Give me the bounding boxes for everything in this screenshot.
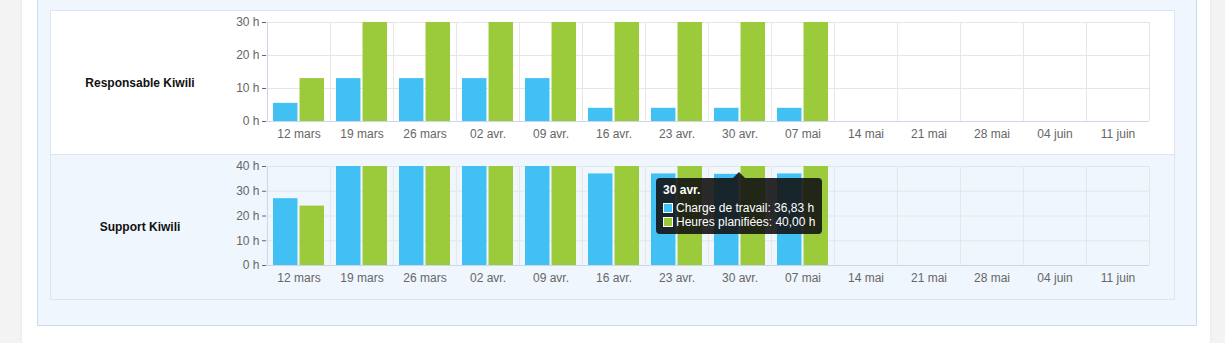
svg-text:16 avr.: 16 avr. [596,127,632,141]
svg-text:02 avr.: 02 avr. [470,127,506,141]
svg-text:23 avr.: 23 avr. [659,127,695,141]
svg-text:09 avr.: 09 avr. [533,271,569,285]
html-text:30 avr.: 30 avr. [663,183,701,197]
svg-text:0 h: 0 h [243,114,260,128]
svg-text:12 mars: 12 mars [277,271,320,285]
html-text:Support Kiwili: Support Kiwili [99,219,181,234]
svg-text:28 mai: 28 mai [974,271,1010,285]
svg-text:10 h: 10 h [236,81,259,95]
svg-text:07 mai: 07 mai [785,127,821,141]
svg-text:23 avr.: 23 avr. [659,271,695,285]
svg-text:10 h: 10 h [236,234,259,248]
svg-text:20 h: 20 h [236,209,259,223]
svg-text:20 h: 20 h [236,48,259,62]
html-text:Charge de travail: 36,83 h: Charge de travail: 36,83 h [676,201,815,215]
svg-text:04 juin: 04 juin [1037,127,1072,141]
svg-text:02 avr.: 02 avr. [470,271,506,285]
svg-text:07 mai: 07 mai [785,271,821,285]
svg-text:0 h: 0 h [243,258,260,272]
svg-text:30 h: 30 h [236,15,259,29]
svg-text:21 mai: 21 mai [911,127,947,141]
svg-text:14 mai: 14 mai [848,127,884,141]
svg-text:30 h: 30 h [236,184,259,198]
svg-text:19 mars: 19 mars [340,271,383,285]
svg-text:21 mai: 21 mai [911,271,947,285]
svg-text:40 h: 40 h [236,159,259,173]
svg-text:11 juin: 11 juin [1101,127,1135,141]
svg-text:12 mars: 12 mars [277,127,320,141]
svg-text:26 mars: 26 mars [403,127,446,141]
svg-text:14 mai: 14 mai [848,271,884,285]
html-text:Responsable Kiwili: Responsable Kiwili [85,75,195,90]
svg-text:26 mars: 26 mars [403,271,446,285]
svg-text:28 mai: 28 mai [974,127,1010,141]
svg-text:16 avr.: 16 avr. [596,271,632,285]
svg-text:30 avr.: 30 avr. [722,271,758,285]
svg-text:19 mars: 19 mars [340,127,383,141]
html-text:Heures planifiées: 40,00 h: Heures planifiées: 40,00 h [676,215,816,229]
svg-text:04 juin: 04 juin [1037,271,1072,285]
svg-text:11 juin: 11 juin [1101,271,1135,285]
svg-text:09 avr.: 09 avr. [533,127,569,141]
svg-text:30 avr.: 30 avr. [722,127,758,141]
